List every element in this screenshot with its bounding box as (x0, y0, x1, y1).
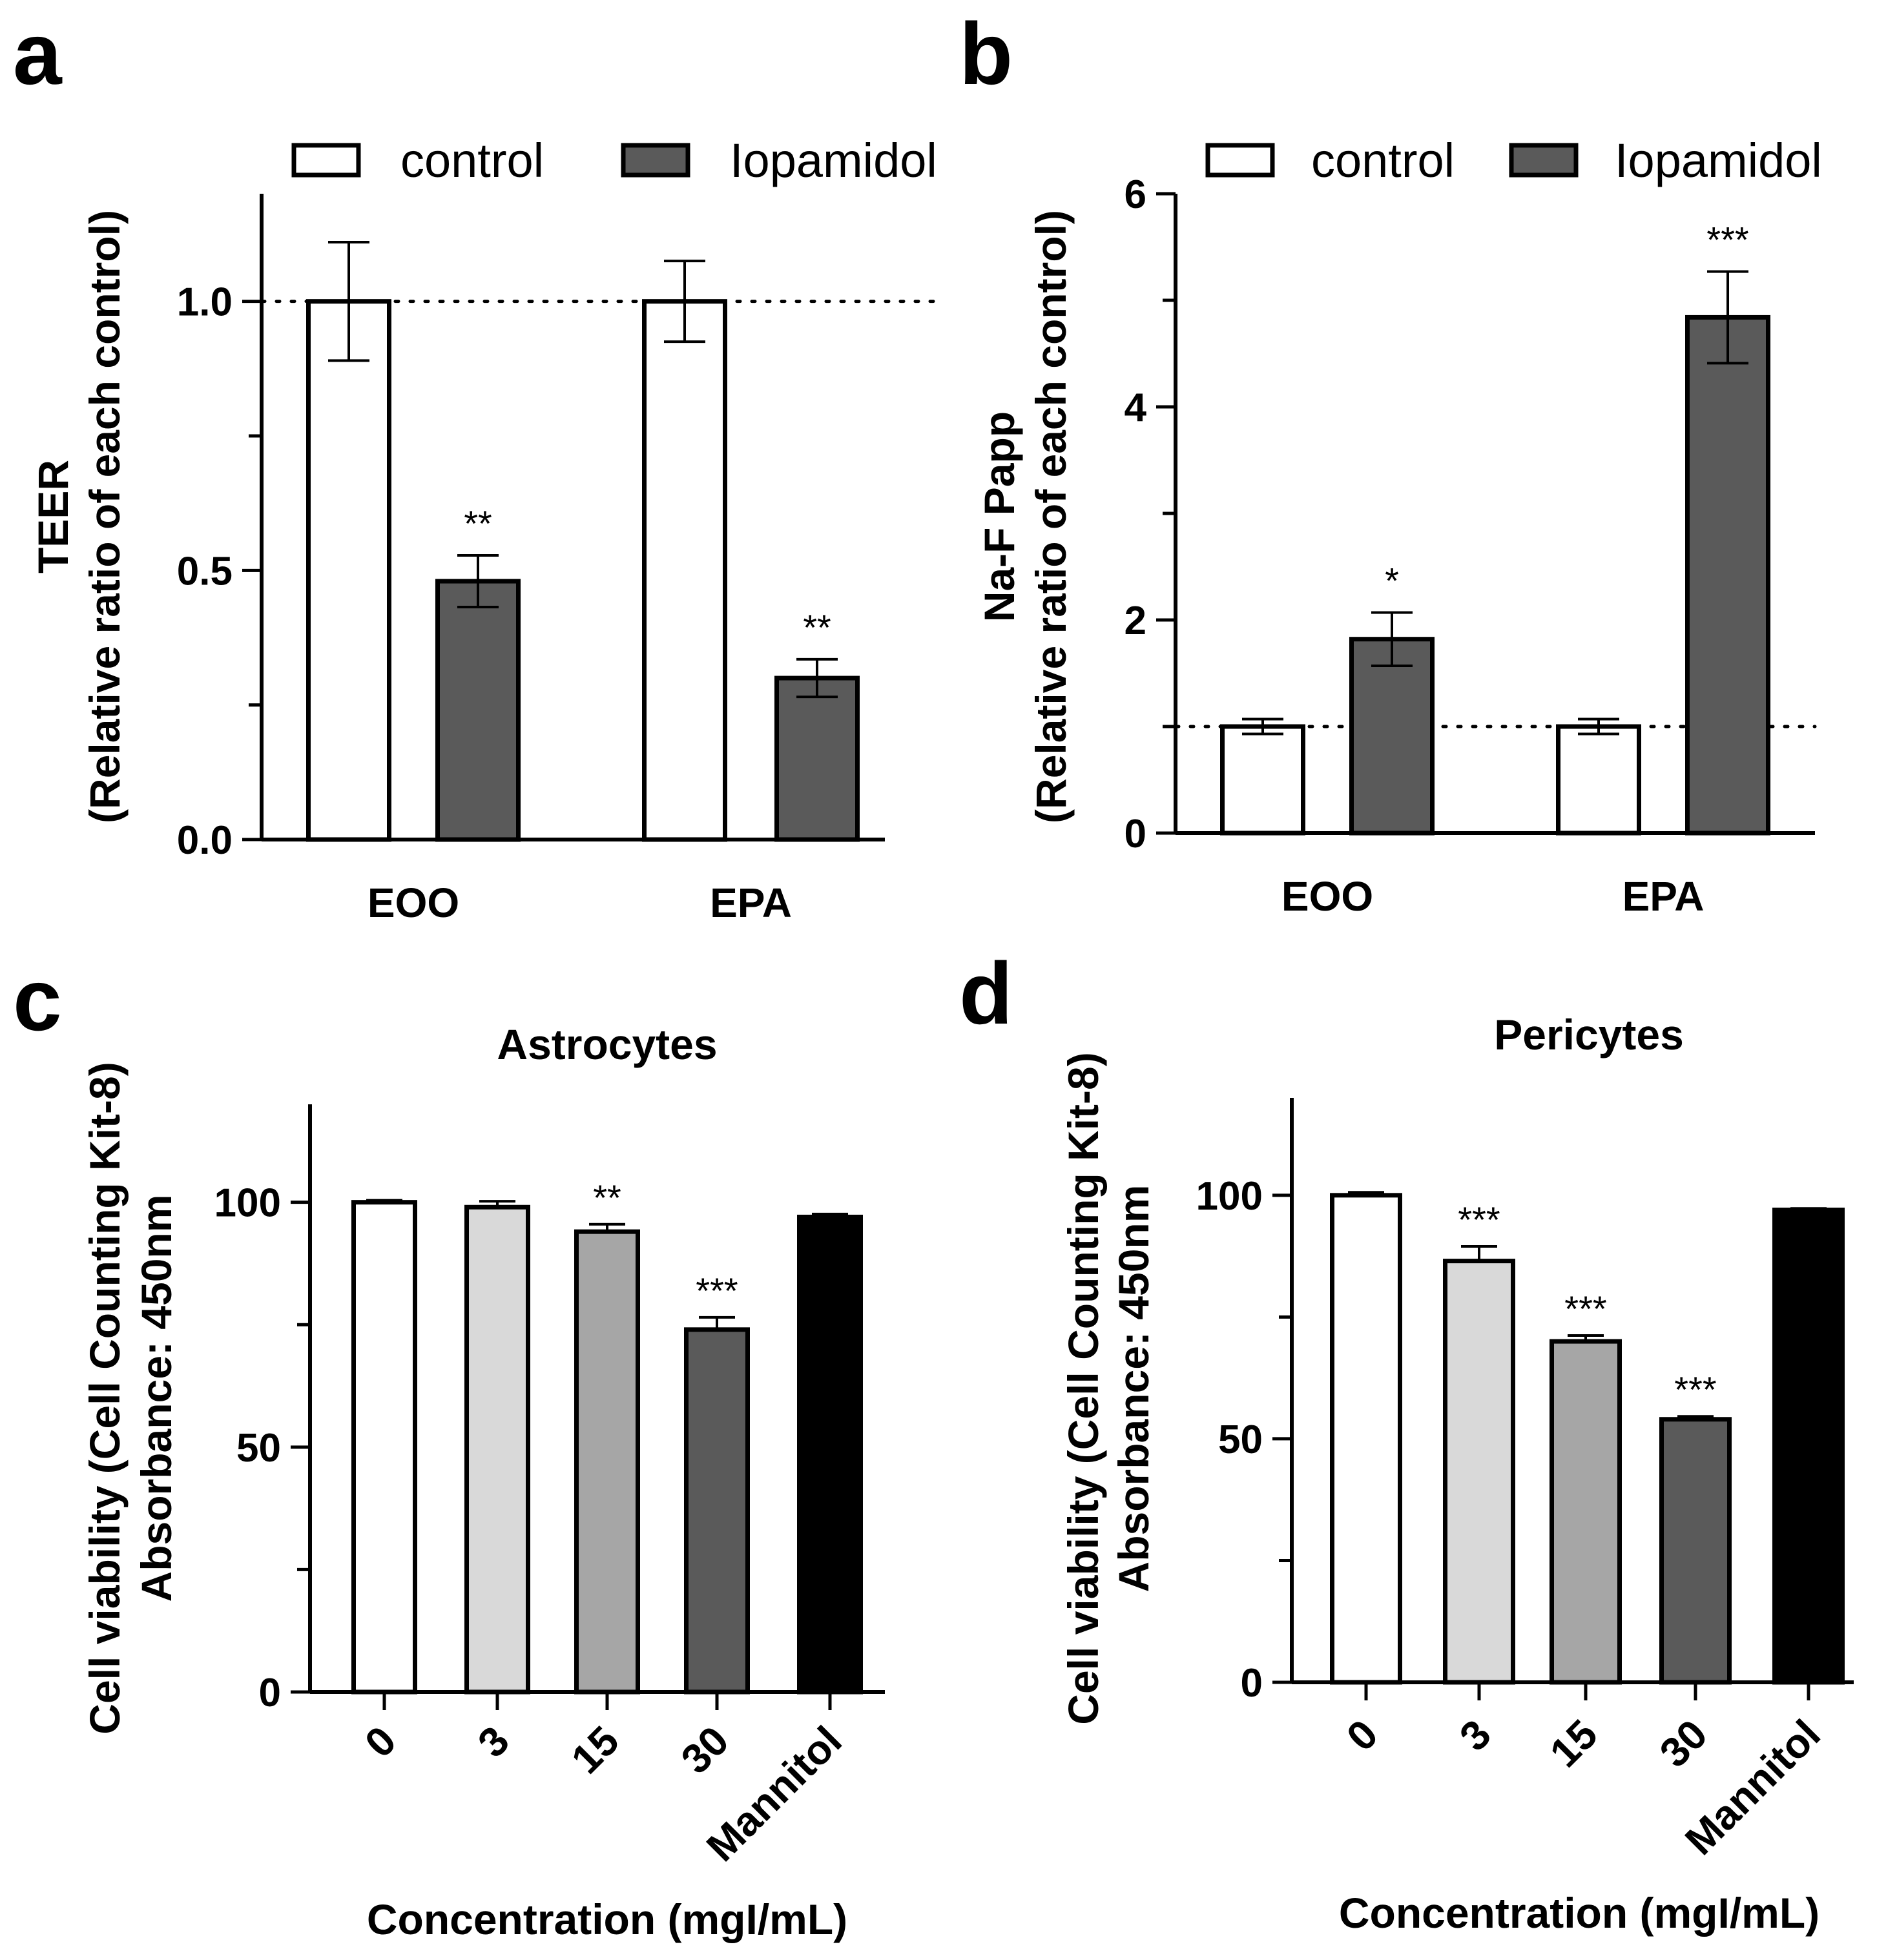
panel-d: d 0 50 100 Cell viability (Cell Counting Kit… (959, 944, 1854, 1937)
bar-15 (574, 1229, 640, 1695)
bar-control-epa (1556, 724, 1641, 836)
y-tick-label: 0 (1241, 1661, 1263, 1706)
x-axis-title: Concentration (mgI/mL) (1339, 1889, 1819, 1937)
legend-swatch (291, 143, 361, 178)
panel-letter: b (959, 5, 1013, 103)
x-axis-title: Concentration (mgI/mL) (367, 1895, 847, 1943)
legend-label: control (400, 134, 544, 187)
panel-letter: a (13, 5, 63, 103)
bar-control-epa (642, 299, 727, 842)
chart-title: Astrocytes (497, 1020, 717, 1068)
bar-15 (1550, 1339, 1622, 1685)
bar-mannitol (1772, 1207, 1845, 1685)
y-axis-title-line2: (Relative ratio of each control) (1027, 210, 1075, 823)
y-tick-label: 6 (1125, 172, 1146, 217)
y-tick-label: 50 (236, 1426, 281, 1470)
y-tick-label: 0.0 (177, 818, 233, 863)
y-axis-title-line2: Absorbance: 450nm (132, 1195, 180, 1602)
y-tick-label: 50 (1218, 1418, 1263, 1462)
bar-0 (1330, 1193, 1402, 1685)
significance-marker: ** (803, 607, 831, 648)
bar-3 (464, 1204, 530, 1695)
bar-iopamidol-eoo (435, 579, 521, 842)
legend-swatch (1509, 143, 1579, 178)
x-category-label: 15 (563, 1717, 628, 1782)
y-axis-title-line2: Absorbance: 450nm (1110, 1185, 1157, 1593)
panel-letter: c (13, 951, 62, 1049)
y-tick-label: 2 (1125, 599, 1146, 643)
chart-title: Pericytes (1494, 1011, 1684, 1058)
x-category-label: 0 (356, 1717, 405, 1766)
y-tick-label: 0 (259, 1671, 281, 1715)
y-tick-label: 0.5 (177, 549, 233, 593)
x-category-label: EOO (368, 880, 459, 926)
significance-marker: ** (464, 503, 492, 544)
significance-marker: *** (696, 1270, 738, 1311)
bar-3 (1443, 1259, 1515, 1685)
significance-marker: *** (1706, 219, 1748, 260)
x-category-label: 30 (672, 1717, 738, 1782)
significance-marker: *** (1674, 1369, 1716, 1410)
x-category-label: 3 (469, 1717, 518, 1766)
x-category-label: EOO (1281, 873, 1373, 920)
y-tick-label: 1.0 (177, 280, 233, 325)
x-category-label: 0 (1338, 1711, 1387, 1760)
panel-b: b 0 2 4 6 Na-F Papp (Relative ratio of each co… (959, 5, 1822, 920)
x-category-label: EPA (1622, 873, 1705, 920)
x-category-label: 3 (1451, 1711, 1500, 1760)
bar-iopamidol-eoo (1349, 637, 1435, 836)
significance-marker: ** (593, 1177, 621, 1218)
legend-label: control (1311, 134, 1455, 187)
legend-swatch (621, 143, 690, 178)
significance-marker: * (1385, 560, 1399, 601)
legend-label: Iopamidol (1615, 134, 1822, 187)
panel-c: c 0 50 100 Cell viability (Cell Counting Kit… (13, 951, 885, 1943)
significance-marker: *** (1564, 1288, 1606, 1329)
bar-control-eoo (1220, 724, 1305, 836)
y-tick-label: 100 (1196, 1174, 1263, 1219)
bar-mannitol (797, 1214, 863, 1695)
bar-0 (351, 1200, 417, 1695)
bar-30 (684, 1327, 750, 1695)
bar-control-eoo (306, 299, 391, 842)
y-axis-title-line1: Cell viability (Cell Counting Kit-8) (81, 1062, 129, 1734)
significance-marker: *** (1458, 1199, 1500, 1240)
y-tick-label: 4 (1125, 386, 1147, 430)
y-axis-title-line2: (Relative ratio of each control) (81, 210, 129, 823)
bar-30 (1659, 1417, 1732, 1685)
legend-label: Iopamidol (730, 134, 937, 187)
panel-a: a 0.0 0.5 1.0 TEER (Relative ratio of each co… (13, 5, 938, 926)
bar-iopamidol-epa (1685, 315, 1770, 836)
y-axis-title-line1: TEER (29, 460, 77, 573)
x-category-label: 15 (1541, 1711, 1606, 1776)
bar-iopamidol-epa (774, 676, 860, 842)
y-tick-label: 100 (214, 1181, 281, 1226)
y-axis-title-line1: Cell viability (Cell Counting Kit-8) (1059, 1052, 1107, 1724)
y-axis-title-line1: Na-F Papp (975, 411, 1023, 622)
x-category-label: 30 (1651, 1711, 1716, 1776)
legend-swatch (1205, 143, 1275, 178)
panel-letter: d (959, 944, 1013, 1042)
x-category-label: EPA (710, 880, 792, 926)
y-tick-label: 0 (1125, 812, 1146, 856)
